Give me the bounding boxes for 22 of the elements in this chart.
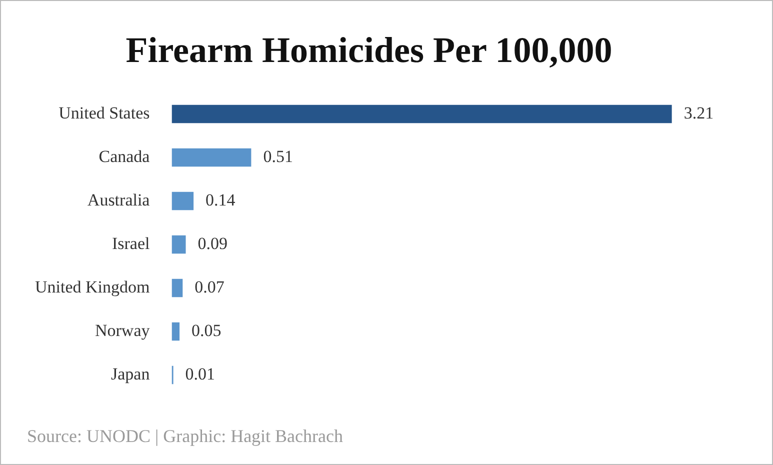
y-tick-label: Norway [94,320,150,340]
bar [172,235,186,254]
y-tick-label: Israel [112,234,150,253]
data-label: 0.14 [206,190,236,210]
bar [172,104,672,124]
bar [172,322,180,341]
data-label: 0.01 [185,364,216,384]
source-note: Source: UNODC | Graphic: Hagit Bachrach [27,426,344,447]
y-tick-label: Canada [98,146,150,166]
data-label: 3.21 [684,103,714,122]
data-label: 0.05 [192,320,222,340]
y-tick-label: Japan [111,364,150,384]
bar [172,192,194,210]
y-tick-label: United Kingdom [34,277,150,296]
data-label: 0.09 [198,234,228,253]
bar [172,148,252,167]
y-tick-label: Australia [87,190,150,210]
data-label: 0.51 [263,146,293,166]
bar [172,278,183,298]
chart-title: Firearm Homicides Per 100,000 [126,30,612,70]
y-tick-label: United States [58,103,150,122]
data-label: 0.07 [194,277,225,296]
